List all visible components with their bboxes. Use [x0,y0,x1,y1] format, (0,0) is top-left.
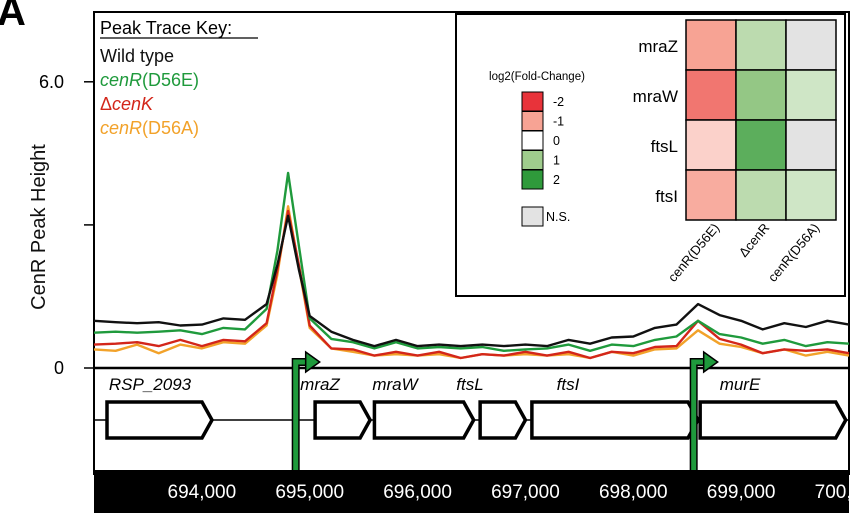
trace-group [93,171,850,360]
heatmap-cell [785,19,837,71]
heatmap-cell [785,69,837,121]
gene-label: RSP_2093 [109,375,192,394]
gene-track: RSP_2093 mraZ mraW ftsL ftsI murE [94,350,849,474]
gene-arrow [478,400,528,440]
promoter-arrowhead [304,350,321,374]
x-tick-label: 698,000 [599,482,668,503]
x-tick-label: 700,000 [815,482,851,503]
legend-entry-suffix: Wild type [100,46,174,66]
colorbar-title: log2(Fold-Change) [489,71,585,83]
legend-entry: Wild type [100,46,174,66]
heatmap-cell [685,169,737,221]
colorbar-swatch [521,111,544,131]
promoter-stem [293,359,308,474]
gene-arrow [530,400,701,440]
x-tick-label: 694,000 [168,482,237,503]
colorbar: -2 -1 0 1 2 N.S. [521,91,570,227]
legend-entry: ΔcenK [100,94,154,114]
heatmap-cell [735,19,787,71]
gene-label: murE [720,375,761,394]
heatmap-cell [685,19,737,71]
heatmap-row-label: mraZ [638,37,678,56]
colorbar-label: 1 [553,154,560,168]
x-tick-label: 695,000 [275,482,344,503]
colorbar-swatch [521,150,544,170]
legend: Peak Trace Key: Wild typecenR(D56E)ΔcenK… [100,18,258,138]
legend-entry-prefix: Δ [100,94,112,114]
gene-arrow [698,400,848,440]
heatmap-cell [785,119,837,171]
promoter-arrowhead [702,350,719,374]
trace-line [93,171,850,352]
heatmap-cell [685,69,737,121]
heatmap-cell [735,69,787,121]
colorbar-label: -1 [553,115,564,129]
heatmap-cell [685,119,737,171]
heatmap-cell [735,119,787,171]
y-axis-title: CenR Peak Height [28,144,50,310]
y-tick-label: 6.0 [39,72,64,92]
gene-arrow [105,400,215,440]
ns-label: N.S. [546,210,570,224]
heatmap-cell [735,169,787,221]
colorbar-label: -2 [553,95,564,109]
colorbar-swatch [521,91,544,112]
legend-entry: cenR(D56E) [100,70,199,90]
x-tick-label: 699,000 [707,482,776,503]
legend-entry-suffix: (D56E) [142,70,199,90]
panel-label: A [0,0,26,34]
colorbar-swatch [521,130,544,151]
trace-line [93,214,850,348]
gene-arrow [313,400,373,440]
axes: 06.0 [39,72,849,378]
promoter-stem [691,359,706,474]
gene-label: mraW [372,375,419,394]
legend-entry-suffix: (D56A) [142,118,199,138]
legend-entry-italic: cenK [112,94,154,114]
x-axis: 694,000 695,000 696,000 697,000 698,000 699,0… [94,470,851,513]
colorbar-swatch [521,169,544,190]
legend-entry-italic: cenR [100,70,142,90]
x-axis-bar [94,470,849,513]
legend-title: Peak Trace Key: [100,18,232,38]
heatmap-cell [785,169,837,221]
x-tick-label: 696,000 [383,482,452,503]
legend-entry: cenR(D56A) [100,118,199,138]
legend-entry-italic: cenR [100,118,142,138]
heatmap-row-label: mraW [633,87,678,106]
ns-swatch [521,206,544,227]
gene-label: ftsI [557,375,580,394]
trace-line [93,209,850,360]
y-tick-label: 0 [54,358,64,378]
gene-label: mraZ [300,375,340,394]
colorbar-label: 2 [553,173,560,187]
gene-arrow [372,400,476,440]
heatmap-row-label: ftsL [651,137,678,156]
heatmap-row-label: ftsI [655,187,678,206]
colorbar-label: 0 [553,134,560,148]
gene-label: ftsL [456,375,483,394]
x-tick-label: 697,000 [491,482,560,503]
